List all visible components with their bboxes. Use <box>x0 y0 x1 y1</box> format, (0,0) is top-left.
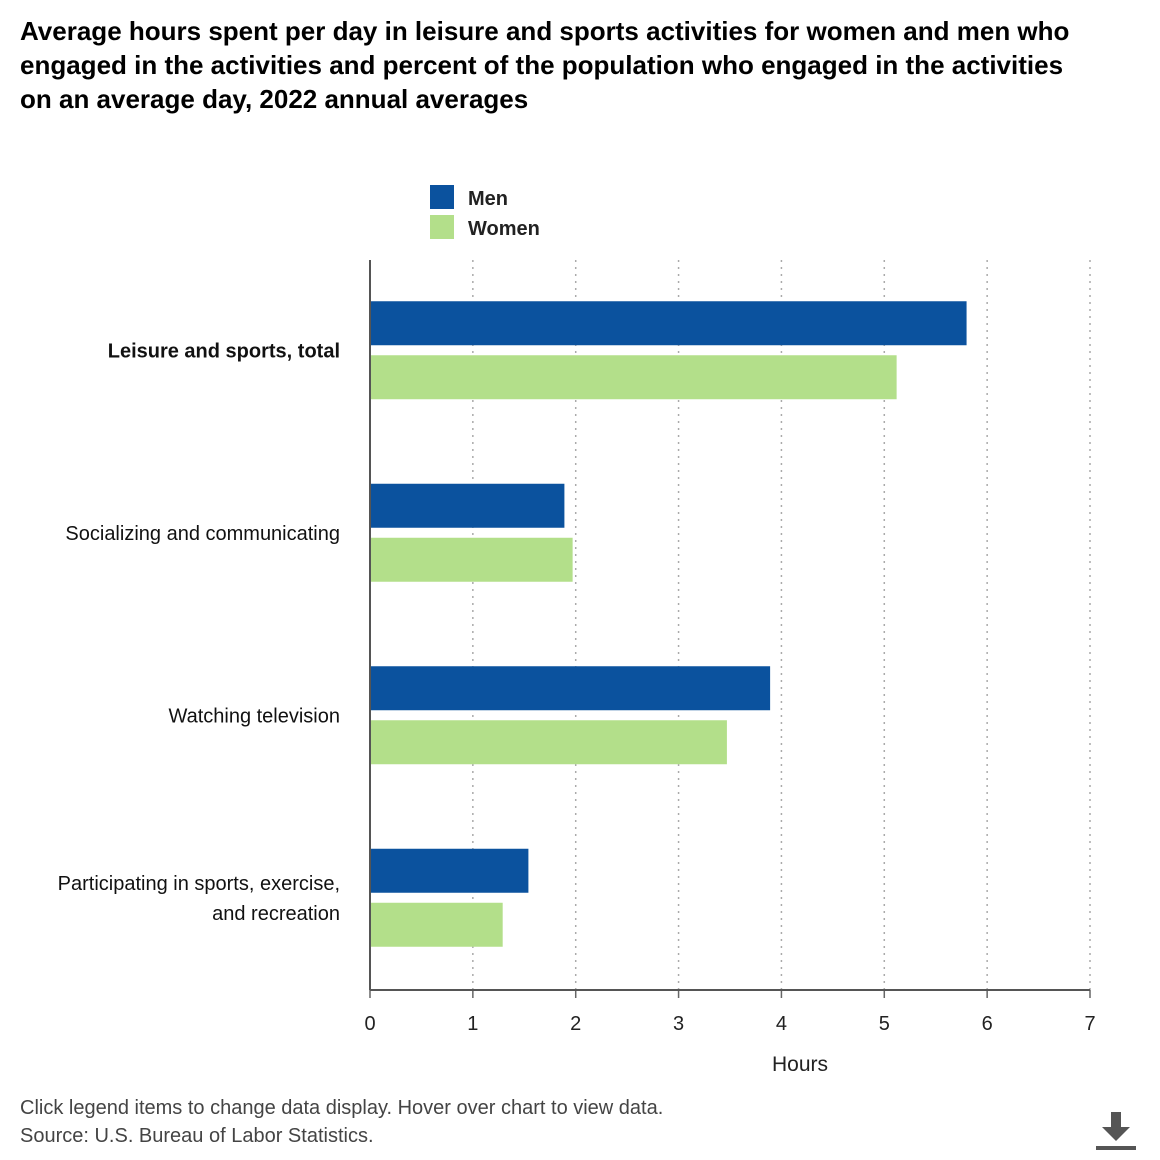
legend-swatch <box>430 215 454 239</box>
category-label: Socializing and communicating <box>65 523 340 545</box>
bar-men-4[interactable]: Participating in sports, exercise, and r… <box>370 848 529 893</box>
axes: 0 1 2 3 4 5 6 7 Hours <box>364 260 1096 1076</box>
x-tick-label: 2 <box>570 1013 581 1035</box>
x-axis-label: Hours <box>772 1053 828 1076</box>
legend-label: Women <box>468 218 540 240</box>
legend-item-women[interactable]: Women <box>430 215 540 240</box>
footer-source: Source: U.S. Bureau of Labor Statistics. <box>20 1125 374 1147</box>
x-tick-label: 0 <box>364 1013 375 1035</box>
bar-men-2[interactable]: Socializing and communicating — Men: 1.8… <box>370 483 565 528</box>
category-labels: Leisure and sports, total Socializing and… <box>58 340 340 925</box>
legend[interactable]: Men Women <box>430 185 540 240</box>
chart-title: Average hours spent per day in leisure a… <box>20 16 1070 114</box>
bar-women-3[interactable]: Watching television — Women: 3.47 <box>370 720 727 765</box>
category-label: Leisure and sports, total <box>108 340 340 362</box>
category-label-line: and recreation <box>212 903 340 925</box>
legend-swatch <box>430 185 454 209</box>
legend-item-men[interactable]: Men <box>430 185 508 210</box>
bar-men-3[interactable]: Watching television — Men: 3.89 <box>370 666 771 711</box>
bar-men-1[interactable]: Leisure and sports, total — Men: 5.8 <box>370 301 967 346</box>
x-tick-label: 1 <box>467 1013 478 1035</box>
download-icon[interactable] <box>1094 1108 1138 1152</box>
footer-note: Click legend items to change data displa… <box>20 1097 664 1119</box>
category-label-line: Watching television <box>168 705 340 727</box>
category-label-line: Participating in sports, exercise, <box>58 873 340 895</box>
x-tick-label: 5 <box>879 1013 890 1035</box>
x-tick-label: 3 <box>673 1013 684 1035</box>
x-tick-label: 4 <box>776 1013 787 1035</box>
grid-lines <box>472 260 1091 990</box>
x-tick-label: 7 <box>1084 1013 1095 1035</box>
category-label-line: Leisure and sports, total <box>108 340 340 362</box>
category-label: Participating in sports, exercise, and re… <box>58 873 340 925</box>
x-tick-label: 6 <box>982 1013 993 1035</box>
chart-footer: Click legend items to change data displa… <box>20 1094 663 1150</box>
bars[interactable]: Leisure and sports, total — Men: 5.8 Leis… <box>370 301 967 947</box>
category-label-line: Socializing and communicating <box>65 523 340 545</box>
bar-women-4[interactable]: Participating in sports, exercise, and r… <box>370 902 503 947</box>
bar-women-2[interactable]: Socializing and communicating — Women: 1… <box>370 537 573 582</box>
bar-women-1[interactable]: Leisure and sports, total — Women: 5.12 <box>370 355 897 400</box>
category-label: Watching television <box>168 705 340 727</box>
legend-label: Men <box>468 188 508 210</box>
